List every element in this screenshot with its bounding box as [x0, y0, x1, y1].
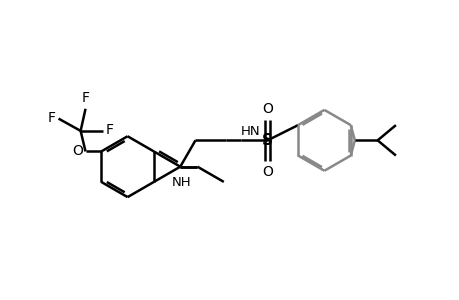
Text: O: O [262, 102, 273, 116]
Text: F: F [105, 123, 113, 137]
Text: F: F [48, 111, 56, 124]
Text: F: F [81, 91, 90, 105]
Text: HN: HN [240, 125, 260, 138]
Text: S: S [262, 133, 273, 148]
Text: NH: NH [171, 176, 190, 188]
Text: O: O [72, 145, 83, 158]
Text: O: O [262, 165, 273, 179]
